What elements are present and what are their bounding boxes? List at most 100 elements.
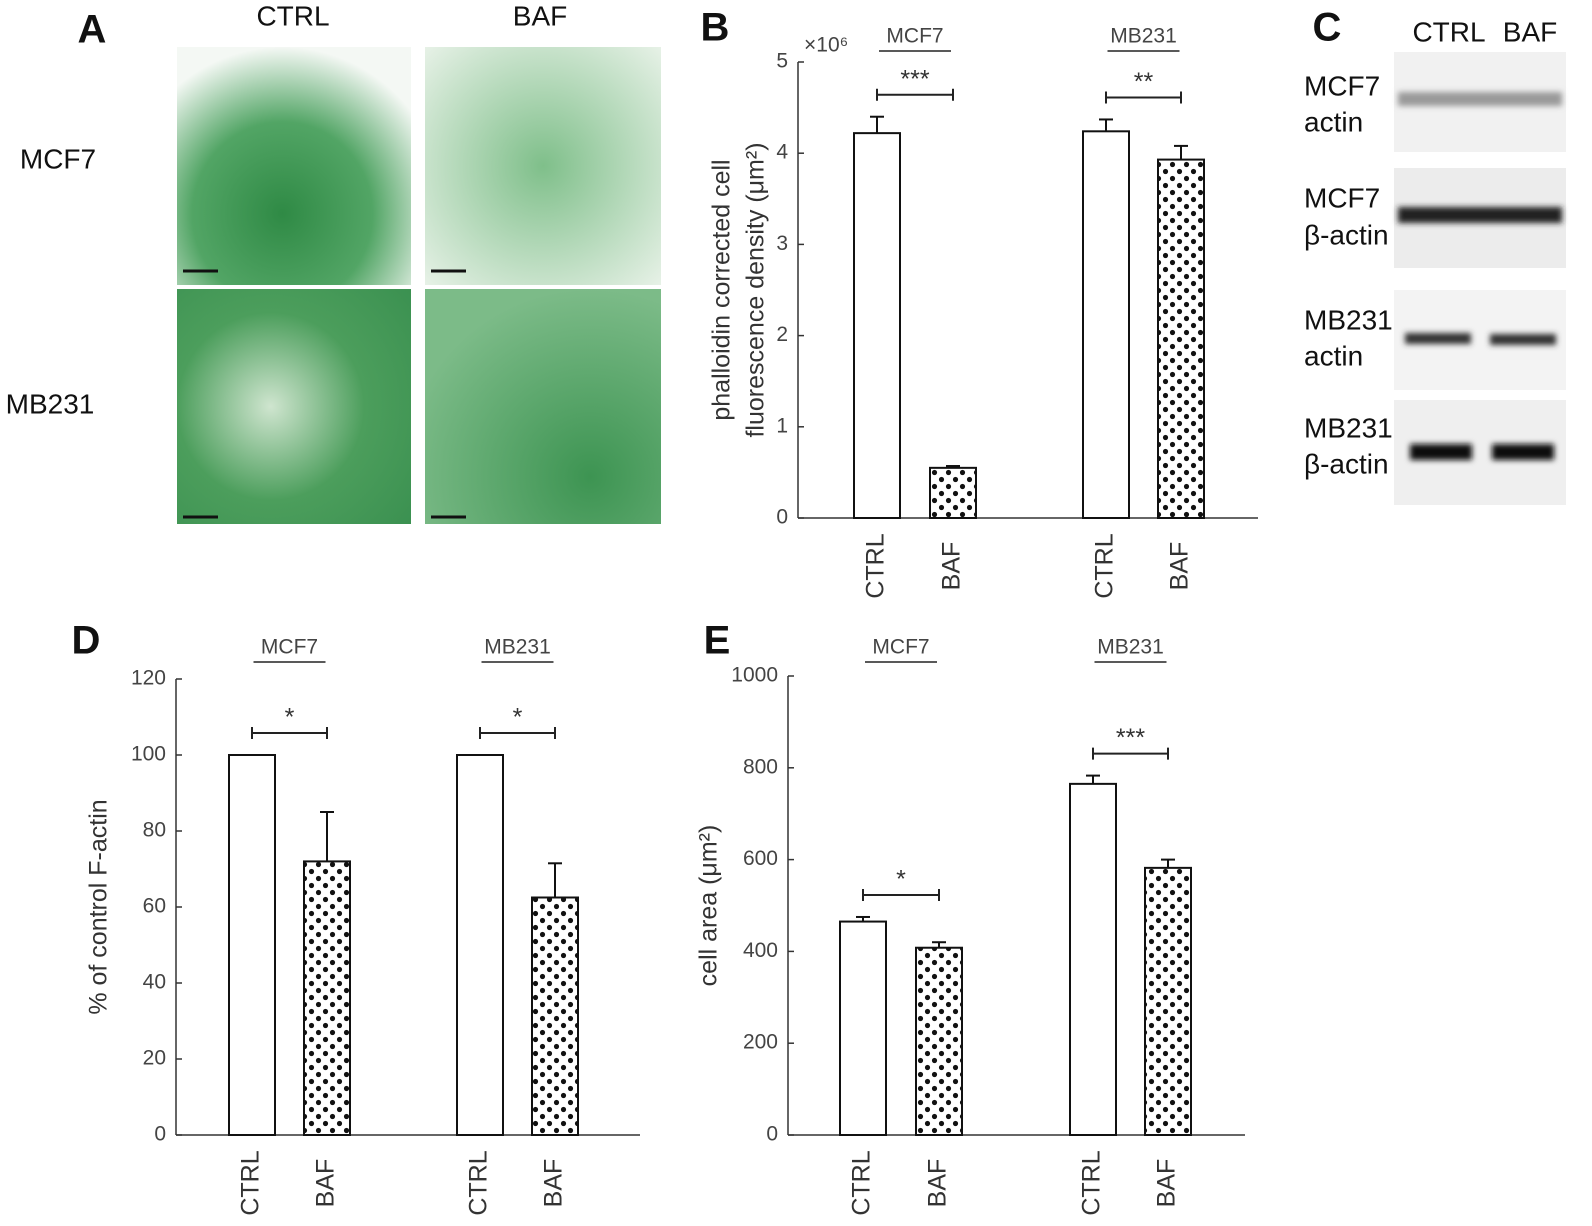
bar — [1069, 782, 1117, 1136]
y-tick-label: 5 — [776, 50, 788, 73]
x-tick-label: CTRL — [848, 1150, 876, 1215]
bar — [228, 754, 276, 1136]
y-tick-label: 800 — [743, 755, 778, 778]
row-label: β-actin — [1304, 219, 1389, 250]
significance-label: * — [285, 704, 295, 732]
error-bar — [1099, 118, 1113, 132]
y-tick-label: 0 — [154, 1123, 166, 1146]
bar — [839, 920, 887, 1136]
y-tick-label: 0 — [776, 506, 788, 529]
y-tick-label: 4 — [776, 141, 788, 164]
significance-label: ** — [1134, 68, 1154, 96]
error-bar — [1161, 858, 1175, 868]
bar — [1144, 866, 1192, 1136]
row-label: MB231 — [1304, 304, 1393, 335]
bar — [1082, 130, 1130, 519]
group-label: MCF7 — [886, 25, 943, 48]
x-tick-label: CTRL — [465, 1150, 493, 1215]
panel-letter: C — [1313, 6, 1342, 50]
x-tick-label: CTRL — [237, 1150, 265, 1215]
y-tick-label: 600 — [743, 847, 778, 870]
column-label: BAF — [1503, 16, 1557, 47]
y-tick-label: 80 — [143, 819, 166, 842]
row-label: MB231 — [6, 388, 95, 419]
bar — [456, 754, 504, 1136]
row-label: actin — [1304, 106, 1363, 137]
row-label: MB231 — [1304, 412, 1393, 443]
x-tick-label: CTRL — [862, 533, 890, 598]
y-tick-label: 100 — [131, 743, 166, 766]
y-tick-label: 200 — [743, 1031, 778, 1054]
bar — [915, 946, 963, 1137]
error-bar — [320, 811, 334, 862]
bar — [929, 466, 977, 519]
row-label: MCF7 — [1304, 182, 1380, 213]
error-bar — [856, 915, 870, 922]
y-tick-label: 40 — [143, 971, 166, 994]
micrograph — [177, 47, 411, 285]
y-tick-label: 2 — [776, 323, 788, 346]
error-bar — [946, 465, 960, 468]
row-label: actin — [1304, 340, 1363, 371]
y-tick-label: 3 — [776, 232, 788, 255]
y-tick-label: 60 — [143, 895, 166, 918]
x-tick-label: BAF — [1166, 542, 1194, 591]
blots — [1394, 52, 1566, 505]
x-tick-label: BAF — [924, 1159, 952, 1208]
y-axis-label: % of control F-actin — [85, 799, 113, 1014]
bar — [853, 132, 901, 520]
group-label: MCF7 — [261, 636, 318, 659]
group-label: MCF7 — [872, 636, 929, 659]
column-label: CTRL — [1412, 16, 1485, 47]
scale-bars — [183, 269, 466, 519]
error-bar — [870, 115, 884, 134]
y-tick-label: 1000 — [731, 664, 778, 687]
x-tick-label: CTRL — [1091, 533, 1119, 598]
significance-label: *** — [900, 65, 929, 93]
column-label: BAF — [513, 0, 567, 31]
significance-bracket — [251, 727, 328, 739]
bar — [303, 860, 351, 1137]
bar — [531, 896, 579, 1136]
significance-bracket — [1092, 747, 1169, 760]
significance-label: *** — [1116, 724, 1145, 752]
row-label: β-actin — [1304, 448, 1389, 479]
micrograph — [425, 289, 661, 524]
y-tick-label: 1 — [776, 414, 788, 437]
y-tick-label: 120 — [131, 667, 166, 690]
error-bar — [1174, 144, 1188, 160]
significance-bracket — [1105, 91, 1182, 104]
row-label: MCF7 — [20, 143, 96, 174]
x-tick-label: BAF — [1153, 1159, 1181, 1208]
error-bar — [932, 941, 946, 948]
micrograph — [425, 47, 661, 285]
y-tick-label: 0 — [766, 1123, 778, 1146]
significance-bracket — [876, 88, 954, 101]
x-tick-label: CTRL — [1078, 1150, 1106, 1215]
x-tick-label: BAF — [540, 1159, 568, 1208]
significance-bracket — [862, 888, 940, 901]
group-label: MB231 — [1110, 25, 1177, 48]
significance-label: * — [513, 704, 523, 732]
micrograph — [177, 289, 411, 524]
bar — [1157, 158, 1205, 519]
panel-letter: B — [701, 6, 730, 50]
panel-letter: D — [72, 619, 101, 663]
y-tick-label: 20 — [143, 1047, 166, 1070]
significance-label: * — [896, 866, 906, 894]
column-label: CTRL — [256, 0, 329, 31]
x-tick-label: BAF — [312, 1159, 340, 1208]
y-axis-label: phalloidin corrected cell — [708, 159, 736, 420]
y-tick-label: 400 — [743, 939, 778, 962]
y-axis-label: cell area (μm²) — [695, 825, 723, 987]
row-label: MCF7 — [1304, 70, 1380, 101]
panel-letter: A — [78, 8, 107, 52]
panel-letter: E — [704, 619, 731, 663]
significance-bracket — [479, 727, 556, 739]
group-label: MB231 — [1097, 636, 1164, 659]
error-bar — [1086, 774, 1100, 784]
y-axis-label: fluorescence density (μm²) — [742, 142, 770, 437]
axis-multiplier: ×10⁶ — [804, 34, 848, 57]
x-tick-label: BAF — [938, 542, 966, 591]
